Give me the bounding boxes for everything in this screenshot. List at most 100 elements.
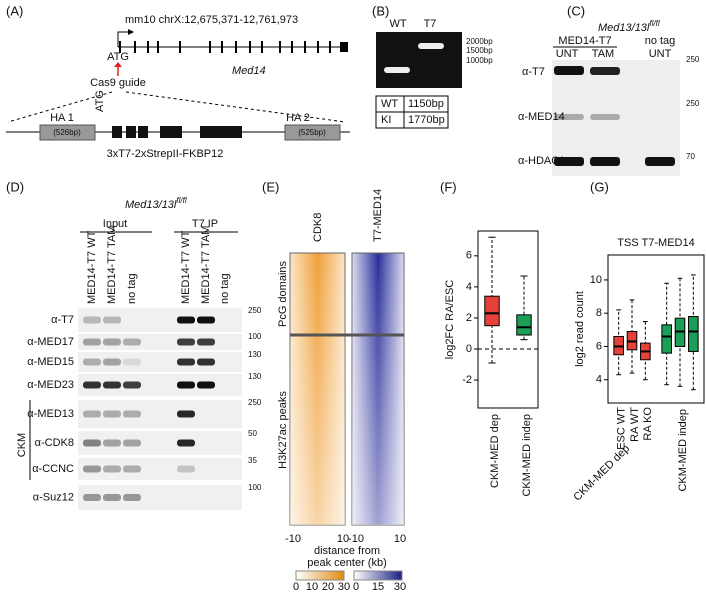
table-cell: 1770bp	[408, 114, 445, 126]
ladder-label: 1500bp	[466, 46, 493, 55]
arrowhead	[114, 62, 122, 67]
ha2-label: HA 2	[286, 112, 310, 124]
lane-label: WT	[389, 18, 406, 30]
genotype-sup: fl/fl	[649, 19, 659, 28]
band	[177, 439, 195, 447]
band	[83, 358, 101, 366]
x-tick-label: 10	[394, 533, 406, 545]
band	[554, 157, 584, 166]
band	[123, 494, 141, 501]
last-exon	[340, 42, 348, 52]
band	[177, 316, 195, 324]
tag-label: 3xT7-2xStrepII-FKBP12	[107, 148, 224, 160]
panel-b: (B) WT T7 2000bp 1500bp 1000bp WT 1150bp…	[372, 3, 493, 129]
group-label: no tag	[645, 35, 676, 47]
lane-label: TAM	[592, 48, 614, 60]
genotype: Med13/13lfl/fl	[125, 196, 187, 211]
colorbar-tick: 30	[338, 581, 350, 593]
marker: 250	[248, 398, 262, 407]
band	[177, 410, 195, 418]
genotype-text: Med13/13l	[598, 22, 650, 34]
band	[177, 381, 195, 389]
x-tick-label: -10	[348, 533, 364, 545]
panel-label: (B)	[372, 3, 389, 18]
band	[197, 358, 215, 366]
band	[103, 316, 121, 324]
band	[83, 316, 101, 324]
group-label: T7 IP	[192, 218, 218, 230]
lane-label: MED14-T7 TAM	[106, 226, 118, 304]
band	[103, 439, 121, 447]
ladder-label: 2000bp	[466, 37, 493, 46]
colorbar-tick: 0	[353, 581, 359, 593]
band	[123, 410, 141, 418]
band	[123, 358, 141, 366]
panel-label: (F)	[440, 179, 457, 194]
chart-title: TSS T7-MED14	[617, 237, 694, 249]
x-tick-label: ESC WT	[616, 407, 628, 450]
y-tick-label: 6	[466, 250, 472, 262]
colorbar-tick: 10	[306, 581, 318, 593]
group-label: Input	[103, 218, 127, 230]
lane-label: MED14-T7 TAM	[200, 226, 212, 304]
band	[384, 67, 410, 73]
row-label: α-T7	[51, 314, 74, 326]
colorbar	[295, 570, 345, 581]
lane-label: T7	[424, 18, 437, 30]
y-tick-label: 8	[596, 307, 602, 319]
y-tick-label: 10	[590, 274, 602, 286]
panel-d: (D) Med13/13lfl/fl Input T7 IP CKM	[6, 179, 238, 480]
legend-label: CKM-MED indep	[521, 414, 533, 497]
gel	[376, 32, 462, 88]
panel-e: (E) CDK8 T7-MED14 PcG domains H3K27ac pe…	[262, 179, 406, 592]
ladder-label: 1000bp	[466, 56, 493, 65]
legend-label: CKM-MED dep	[489, 414, 501, 488]
blot	[78, 334, 242, 350]
band	[645, 157, 675, 166]
row-label: α-MED23	[27, 379, 74, 391]
panel-label: (A)	[6, 3, 23, 18]
x-label: peak center (kb)	[307, 557, 386, 569]
size-table	[375, 95, 449, 129]
guide-label: Cas9 guide	[90, 77, 146, 89]
band	[83, 465, 101, 473]
band	[177, 338, 195, 346]
marker: 130	[248, 372, 262, 381]
panel-label: (D)	[6, 179, 24, 194]
y-label: log2FC RA/ESC	[444, 280, 456, 360]
lane-label: MED14-T7 WT	[180, 230, 192, 304]
heatmap-fade	[290, 253, 345, 525]
band	[197, 338, 215, 346]
row-label: α-Suz12	[33, 491, 74, 503]
heatmap-fade	[352, 253, 404, 525]
band	[83, 439, 101, 447]
marker: 250	[248, 306, 262, 315]
band	[83, 338, 101, 346]
marker: 35	[248, 456, 257, 465]
row-label: α-MED13	[27, 408, 74, 420]
band	[177, 465, 195, 473]
band	[177, 358, 195, 366]
tag-blocks	[112, 126, 242, 138]
band	[103, 338, 121, 346]
band	[103, 465, 121, 473]
band	[103, 494, 121, 501]
y-tick-label: -2	[462, 374, 472, 386]
blot	[78, 431, 242, 455]
genotype-sup: fl/fl	[176, 196, 186, 205]
band	[197, 316, 215, 324]
gene-name: Med14	[232, 65, 266, 77]
lane-label: UNT	[649, 48, 672, 60]
band	[590, 114, 620, 120]
ha1-label: HA 1	[50, 112, 74, 124]
y-tick-label: 4	[596, 374, 602, 386]
box	[516, 314, 532, 336]
band	[123, 381, 141, 389]
legend-label: CKM-MED dep	[571, 443, 632, 504]
blot	[78, 400, 242, 428]
colorbar-tick: 30	[394, 581, 406, 593]
band	[83, 494, 101, 501]
band	[103, 358, 121, 366]
zoom-line	[7, 91, 113, 123]
